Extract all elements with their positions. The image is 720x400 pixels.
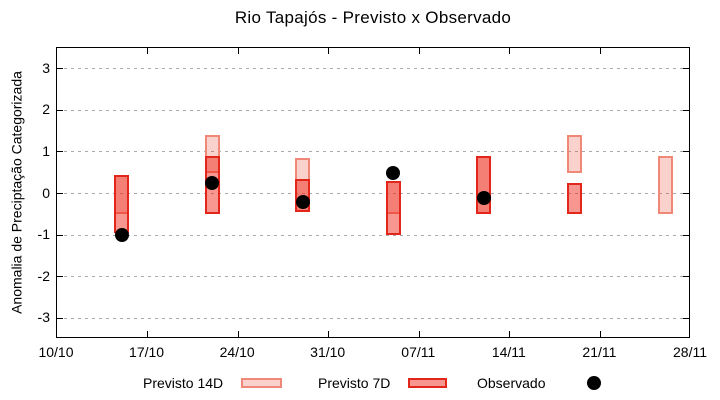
y-tick-label: 3 (42, 59, 50, 76)
plot-area (56, 47, 690, 338)
bar-previsto-7d (476, 156, 492, 215)
y-tick-left (57, 151, 63, 153)
y-tick-right (683, 317, 689, 319)
bar-previsto-7d (114, 174, 130, 233)
x-tick-label: 10/10 (38, 344, 74, 360)
legend-label-observado: Observado (477, 375, 546, 391)
legend-label-previsto-14d: Previsto 14D (143, 375, 224, 391)
x-tick-bottom (237, 331, 239, 337)
y-tick-left (57, 193, 63, 194)
y-gridline (57, 151, 689, 153)
y-tick-left (57, 317, 63, 319)
x-tick-label: 07/11 (401, 344, 436, 360)
y-tick-left (57, 276, 63, 278)
y-tick-label: 2 (42, 101, 50, 118)
x-tick-label: 21/11 (582, 344, 617, 360)
y-tick-left (57, 68, 63, 70)
x-tick-top (418, 48, 420, 54)
bar-previsto-7d (567, 183, 583, 215)
x-tick-bottom (418, 331, 420, 337)
y-tick-label: -2 (37, 267, 50, 284)
legend-label-previsto-7d: Previsto 7D (318, 375, 391, 391)
x-tick-label: 28/11 (673, 344, 707, 360)
x-tick-top (599, 48, 601, 54)
legend-observado-dot-icon (587, 376, 601, 390)
y-gridline (57, 276, 689, 278)
y-tick-right (683, 109, 689, 111)
observado-dot (114, 228, 129, 243)
y-tick-left (57, 109, 63, 111)
bar-previsto-7d (385, 181, 401, 236)
x-tick-top (147, 48, 149, 54)
y-tick-right (683, 276, 689, 278)
x-tick-top (509, 48, 511, 54)
legend-swatch-previsto-14d-icon (241, 378, 282, 388)
y-gridline (57, 68, 689, 70)
observado-dot (295, 194, 310, 209)
x-tick-label: 17/10 (129, 344, 165, 360)
y-gridline (57, 109, 689, 111)
bar-previsto-14d (657, 156, 673, 215)
x-tick-bottom (147, 331, 149, 337)
x-tick-bottom (599, 331, 601, 337)
y-tick-label: 1 (42, 142, 50, 159)
x-tick-top (328, 48, 330, 54)
x-tick-label: 31/10 (310, 344, 346, 360)
y-tick-right (683, 234, 689, 236)
y-gridline (57, 193, 689, 194)
bar-previsto-14d (204, 135, 220, 173)
legend-swatch-previsto-7d-icon (408, 378, 447, 388)
y-tick-right (683, 151, 689, 153)
chart-title: Rio Tapajós - Previsto x Observado (234, 8, 512, 27)
y-gridline (57, 317, 689, 319)
x-tick-top (237, 48, 239, 54)
y-tick-right (683, 193, 689, 194)
bar-previsto-14d (567, 135, 583, 173)
observado-dot (205, 176, 220, 191)
y-tick-label: -3 (37, 309, 50, 326)
x-tick-bottom (509, 331, 511, 337)
observado-dot (476, 190, 491, 205)
x-tick-label: 14/11 (491, 344, 526, 360)
observado-dot (386, 165, 401, 180)
y-tick-label: -1 (37, 226, 50, 243)
x-tick-label: 24/10 (219, 344, 255, 360)
x-tick-bottom (328, 331, 330, 337)
y-tick-right (683, 68, 689, 70)
y-gridline (57, 234, 689, 236)
y-tick-label: 0 (42, 184, 50, 201)
y-tick-left (57, 234, 63, 236)
